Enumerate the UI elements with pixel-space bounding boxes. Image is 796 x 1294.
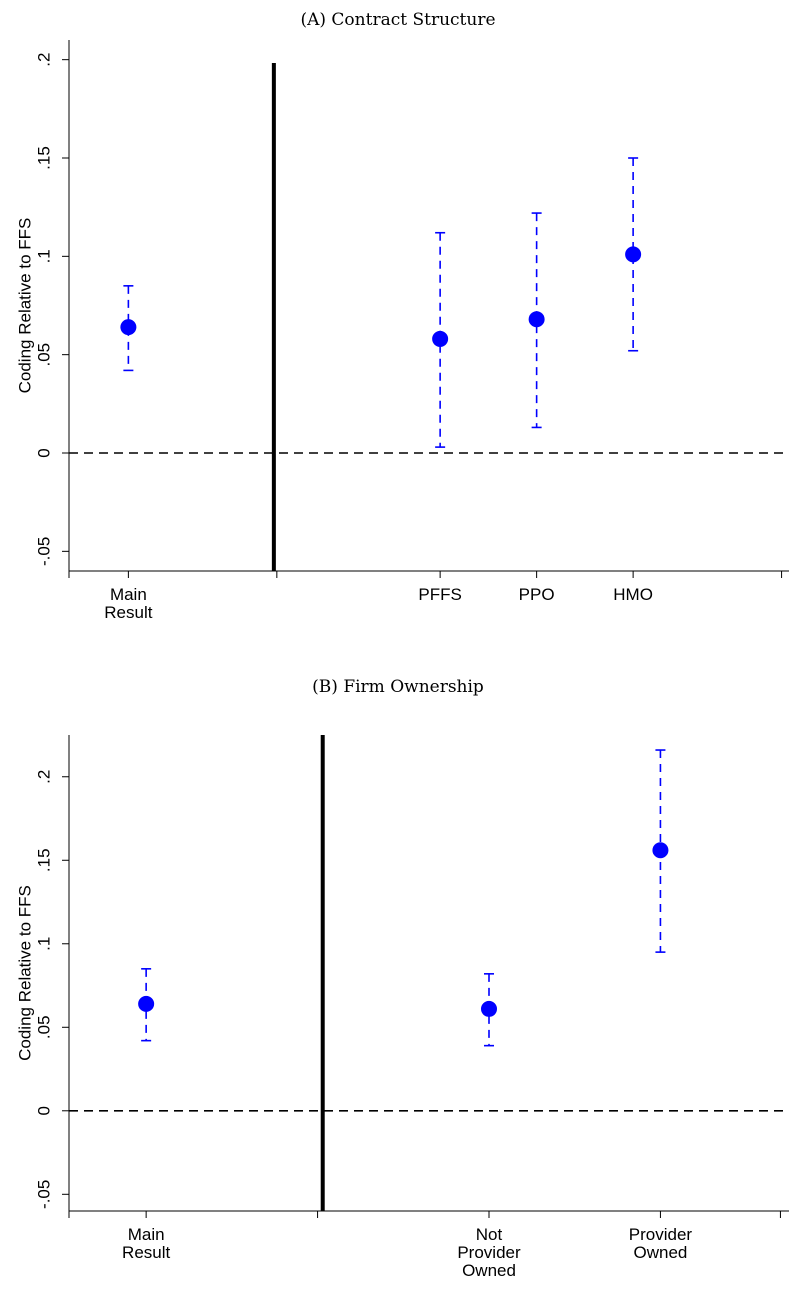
panel-b-y-tick-label: .05	[34, 1015, 53, 1039]
panel-a-point-marker	[432, 330, 449, 347]
panel-b-point-marker	[481, 1000, 497, 1017]
chart-panel-b: -.05 0 .05 .1 .15 .2 Coding Relative to FFS Mai…	[15, 735, 789, 1280]
panel-b-x-category-label: Not	[476, 1225, 503, 1244]
panel-a-point-marker	[528, 311, 545, 328]
panel-b-y-tick-label: .2	[34, 770, 53, 784]
panel-a-y-tick-label: .05	[34, 343, 53, 367]
panel-a-y-tick-label: .1	[34, 249, 53, 263]
panel-b-y-tick-label: -.05	[34, 1180, 53, 1209]
panel-a-y-axis-label: Coding Relative to FFS	[15, 218, 34, 394]
panel-b-x-category-label: Provider	[629, 1225, 693, 1244]
panel-b-y-tick-label: .1	[34, 937, 53, 951]
panel-b-title: (B) Firm Ownership	[312, 677, 484, 697]
panel-a-x-category-label: PFFS	[418, 585, 461, 604]
panel-a-point-marker	[120, 319, 137, 336]
panel-a-x-category-label: Main	[110, 585, 147, 604]
chart-panel-a: -.05 0 .05 .1 .15 .2 Coding Relative to FFS Mai…	[15, 40, 789, 622]
panel-a-y-tick-label: .2	[34, 53, 53, 67]
panel-a-title: (A) Contract Structure	[300, 10, 496, 30]
panel-b-x-category-label: Owned	[633, 1243, 687, 1262]
panel-a-y-tick-label: -.05	[34, 537, 53, 566]
panel-b-x-category-label: Provider	[457, 1243, 521, 1262]
panel-a-x-category-label: PPO	[519, 585, 555, 604]
panel-b-y-axis-label: Coding Relative to FFS	[15, 885, 34, 1061]
panel-b-x-category-label: Result	[122, 1243, 170, 1262]
panel-a-x-category-label: HMO	[613, 585, 653, 604]
panel-a-x-category-label: Result	[104, 603, 152, 622]
panel-b-y-tick-label: 0	[34, 1106, 53, 1115]
panel-a-y-tick-label: 0	[34, 448, 53, 457]
panel-b-x-category-label: Owned	[462, 1261, 516, 1280]
panel-a-y-tick-label: .15	[34, 146, 53, 170]
panel-a-point-marker	[625, 246, 642, 263]
panel-b-x-category-label: Main	[128, 1225, 165, 1244]
panel-b-y-tick-label: .15	[34, 848, 53, 872]
panel-b-point-marker	[652, 842, 669, 859]
panel-b-point-marker	[138, 995, 155, 1012]
